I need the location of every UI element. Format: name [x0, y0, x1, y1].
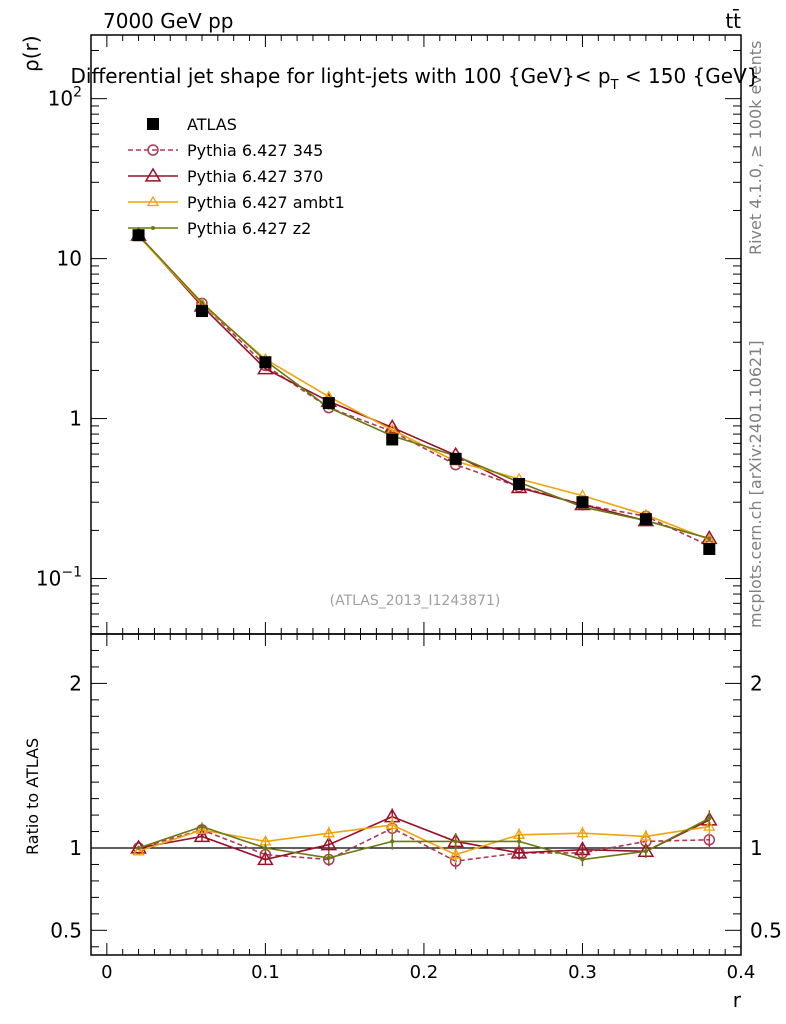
- series-atlas-point: [576, 496, 589, 509]
- ratio-axis-ticks: 0 0.1 0.2 0.3 0.4 0.5 0.5 1 1 2 2: [50, 634, 782, 983]
- ratio-y-tick-label-right: 0.5: [750, 918, 782, 942]
- ratio-pythia-6-427-z2-line: [138, 817, 710, 861]
- ratio-pythia-6-427-ambt1-line: [138, 824, 710, 856]
- series-atlas-point: [449, 452, 462, 465]
- ratio-y-tick-label-right: 1: [750, 836, 763, 860]
- ratio-pythia-6-427-370-point: [193, 827, 211, 843]
- series-pythia-6-427-345-line: [137, 234, 710, 547]
- rivet-label: Rivet 4.1.0, ≥ 100k events: [746, 41, 765, 255]
- ratio-pythia-6-427-z2-point: [453, 839, 458, 844]
- ratio-pythia-6-427-z2-point: [136, 846, 141, 850]
- ratio-frame: [90, 633, 742, 956]
- ratio-pythia-6-427-z2-point: [390, 839, 395, 844]
- x-tick-label: 0: [101, 962, 112, 983]
- ratio-pythia-6-427-ambt1-point: [132, 845, 145, 856]
- mcplots-label: mcplots.cern.ch [arXiv:2401.10621]: [746, 340, 765, 628]
- x-tick-label: 0.1: [251, 962, 280, 983]
- legend-pythia-6-427-370-label: Pythia 6.427 370: [187, 167, 323, 186]
- legend: ATLAS Pythia 6.427 345 Pythia 6.427 370 Pyt…: [128, 115, 345, 238]
- main-y-axis-label: ρ(r): [19, 35, 43, 72]
- ratio-pythia-6-427-z2-point: [580, 857, 585, 862]
- series-pythia-6-427-z2-point: [199, 300, 204, 305]
- ratio-pythia-6-427-z2-point: [517, 839, 522, 844]
- ratio-pythia-6-427-ambt1-point: [703, 820, 716, 831]
- ratio-y-tick-label-right: 2: [750, 671, 763, 695]
- series-pythia-6-427-370-line: [137, 234, 710, 540]
- series-atlas-point: [322, 397, 335, 410]
- ratio-pythia-6-427-z2-point: [643, 849, 648, 854]
- chart-title-end: < 150 {GeV}: [619, 64, 760, 88]
- y-tick-label: 10: [57, 247, 82, 271]
- series-atlas-point: [195, 305, 208, 318]
- legend-pythia-6-427-370-marker: [144, 167, 162, 182]
- x-tick-label: 0.2: [410, 962, 439, 983]
- ratio-pythia-6-427-370-point: [510, 844, 528, 859]
- x-tick-label: 0.4: [727, 962, 756, 983]
- chart-title-subscript: T: [610, 78, 619, 93]
- legend-pythia-6-427-ambt1-label: Pythia 6.427 ambt1: [187, 193, 345, 212]
- series-atlas-point: [386, 433, 399, 446]
- ratio-pythia-6-427-ambt1-point: [449, 848, 462, 859]
- x-axis-label: r: [733, 988, 742, 1012]
- series-pythia-6-427-ambt1-line: [137, 235, 710, 541]
- series-atlas-point: [259, 356, 272, 369]
- ratio-pythia-6-427-z2-point: [326, 855, 331, 860]
- y-tick-label-exponent: 2: [73, 85, 82, 101]
- ratio-pythia-6-427-ambt1-point: [322, 826, 335, 838]
- ratio-pythia-6-427-ambt1-point: [639, 830, 653, 841]
- watermark: (ATLAS_2013_I1243871): [330, 593, 501, 609]
- x-tick-label: 0.3: [568, 962, 597, 983]
- legend-pythia-6-427-z2-label: Pythia 6.427 z2: [187, 219, 311, 238]
- series-pythia-6-427-z2-point: [707, 536, 712, 541]
- ratio-y-axis-label: Ratio to ATLAS: [23, 738, 42, 855]
- legend-pythia-6-427-ambt1-marker: [146, 195, 160, 207]
- series-atlas-point: [703, 542, 716, 555]
- energy-label: 7000 GeV pp: [103, 9, 234, 33]
- series-pythia-6-427-z2-line: [137, 234, 710, 540]
- main-series-group: [130, 226, 718, 555]
- ratio-series-group: [130, 808, 718, 870]
- legend-pythia-6-427-345-label: Pythia 6.427 345: [187, 141, 323, 160]
- y-tick-label: 10−1: [36, 565, 82, 591]
- y-tick-label-exponent: −1: [61, 565, 82, 581]
- y-tick-label: 102: [48, 85, 82, 111]
- legend-atlas-label: ATLAS: [187, 115, 237, 134]
- ratio-pythia-6-427-ambt1-point: [386, 818, 399, 830]
- ratio-pythia-6-427-ambt1-point: [195, 823, 209, 835]
- ratio-y-tick-label: 1: [69, 836, 82, 860]
- ratio-pythia-6-427-z2-point: [707, 816, 712, 821]
- ratio-plot-area: [90, 633, 742, 956]
- ratio-pythia-6-427-370-point: [257, 851, 274, 866]
- series-atlas-point: [513, 477, 526, 490]
- legend-atlas-marker: [147, 118, 159, 130]
- chart-title-main: Differential jet shape for light-jets wi…: [71, 64, 611, 88]
- chart-title: Differential jet shape for light-jets wi…: [71, 64, 760, 93]
- series-pythia-6-427-370-point: [383, 418, 401, 434]
- ratio-pythia-6-427-370-line: [138, 815, 710, 861]
- series-atlas-point: [132, 229, 145, 242]
- process-label: tt̄: [725, 8, 741, 33]
- y-tick-label-base: 10: [36, 567, 61, 591]
- y-tick-label-base: 10: [48, 87, 73, 111]
- legend-pythia-6-427-345-marker: [147, 144, 159, 156]
- ratio-pythia-6-427-345-line: [138, 827, 710, 862]
- ratio-y-tick-label: 0.5: [50, 918, 82, 942]
- y-tick-label: 1: [69, 407, 82, 431]
- series-pythia-6-427-ambt1-point: [386, 423, 399, 435]
- ratio-pythia-6-427-370-point: [320, 836, 338, 851]
- ratio-pythia-6-427-z2-point: [263, 846, 268, 850]
- series-atlas-point: [639, 513, 652, 526]
- ratio-pythia-6-427-z2-point: [199, 824, 204, 829]
- ratio-pythia-6-427-ambt1-point: [576, 826, 589, 838]
- ratio-y-tick-label: 2: [69, 671, 82, 695]
- legend-pythia-6-427-z2-marker: [151, 226, 155, 230]
